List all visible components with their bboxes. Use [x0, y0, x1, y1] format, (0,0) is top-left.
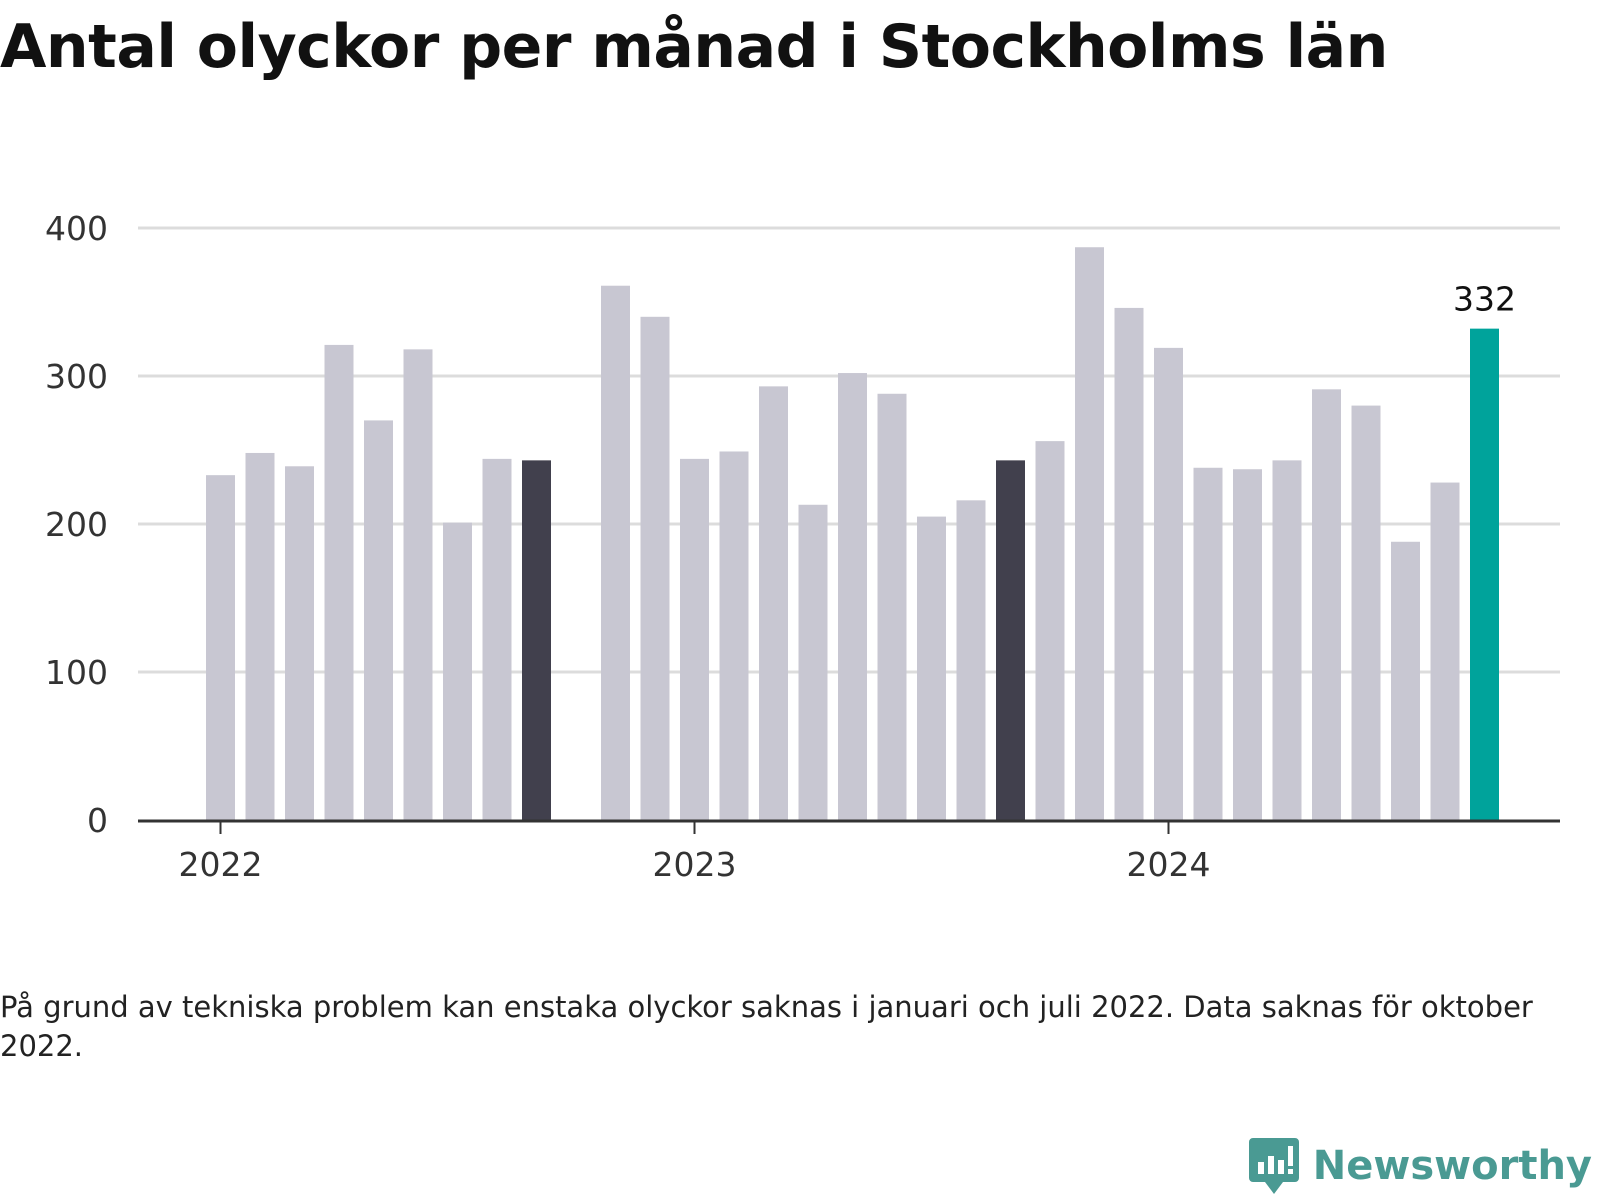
bar-2023-01 [680, 458, 709, 820]
bar-2024-06 [1351, 405, 1381, 820]
bar-2023-09 [996, 460, 1025, 820]
bar-2022-01 [206, 475, 235, 820]
bar-2022-11 [601, 285, 630, 821]
bar-2024-04 [1272, 460, 1302, 820]
bar-2022-12 [640, 316, 670, 820]
bar-2024-05 [1312, 389, 1341, 820]
bar-2022-08 [482, 458, 512, 820]
y-tick-label: 0 [87, 801, 108, 840]
x-tick-label: 2024 [1127, 845, 1211, 884]
bar-2024-02 [1193, 467, 1223, 820]
bars [206, 247, 1499, 821]
bar-2023-02 [719, 451, 749, 820]
bar-2022-02 [245, 452, 275, 820]
y-tick-label: 200 [45, 505, 108, 544]
bar-2022-03 [285, 466, 314, 820]
bar-2024-09 [1470, 328, 1499, 820]
y-tick-label: 300 [45, 357, 108, 396]
bar-2024-01 [1154, 347, 1183, 820]
bar-2023-07 [917, 516, 946, 820]
bar-2022-09 [522, 460, 551, 820]
bar-2023-11 [1075, 247, 1104, 821]
bar-2022-05 [364, 420, 393, 820]
bar-2023-08 [956, 500, 986, 820]
bar-chart: 0 100 200 300 400 332 2022 2023 2024 [45, 209, 1560, 884]
bar-2023-06 [877, 393, 907, 820]
y-axis-tick-labels: 0 100 200 300 400 [45, 209, 108, 840]
bar-2024-08 [1430, 482, 1460, 820]
bar-2022-06 [403, 349, 433, 820]
x-tick-label: 2022 [179, 845, 263, 884]
bar-2022-07 [443, 522, 472, 820]
footnote: På grund av tekniska problem kan enstaka… [0, 990, 1533, 1063]
bar-2024-03 [1233, 469, 1262, 820]
newsworthy-logo-icon [1248, 1138, 1299, 1194]
y-tick-label: 400 [45, 209, 108, 248]
x-tick-label: 2023 [653, 845, 737, 884]
brand-logo: Newsworthy [1248, 1138, 1592, 1194]
y-tick-label: 100 [45, 653, 108, 692]
bar-2023-10 [1035, 441, 1065, 820]
bar-2023-03 [759, 386, 788, 820]
bar-2023-12 [1114, 307, 1144, 820]
x-axis: 2022 2023 2024 [138, 819, 1560, 884]
bar-2023-04 [798, 504, 828, 820]
data-labels: 332 [1453, 280, 1516, 319]
data-label: 332 [1453, 280, 1516, 319]
bar-2024-07 [1391, 541, 1420, 820]
page-title: Antal olyckor per månad i Stockholms län [0, 12, 1388, 82]
bar-2023-05 [838, 373, 867, 820]
bar-2022-04 [324, 344, 354, 820]
brand-name: Newsworthy [1312, 1143, 1592, 1189]
